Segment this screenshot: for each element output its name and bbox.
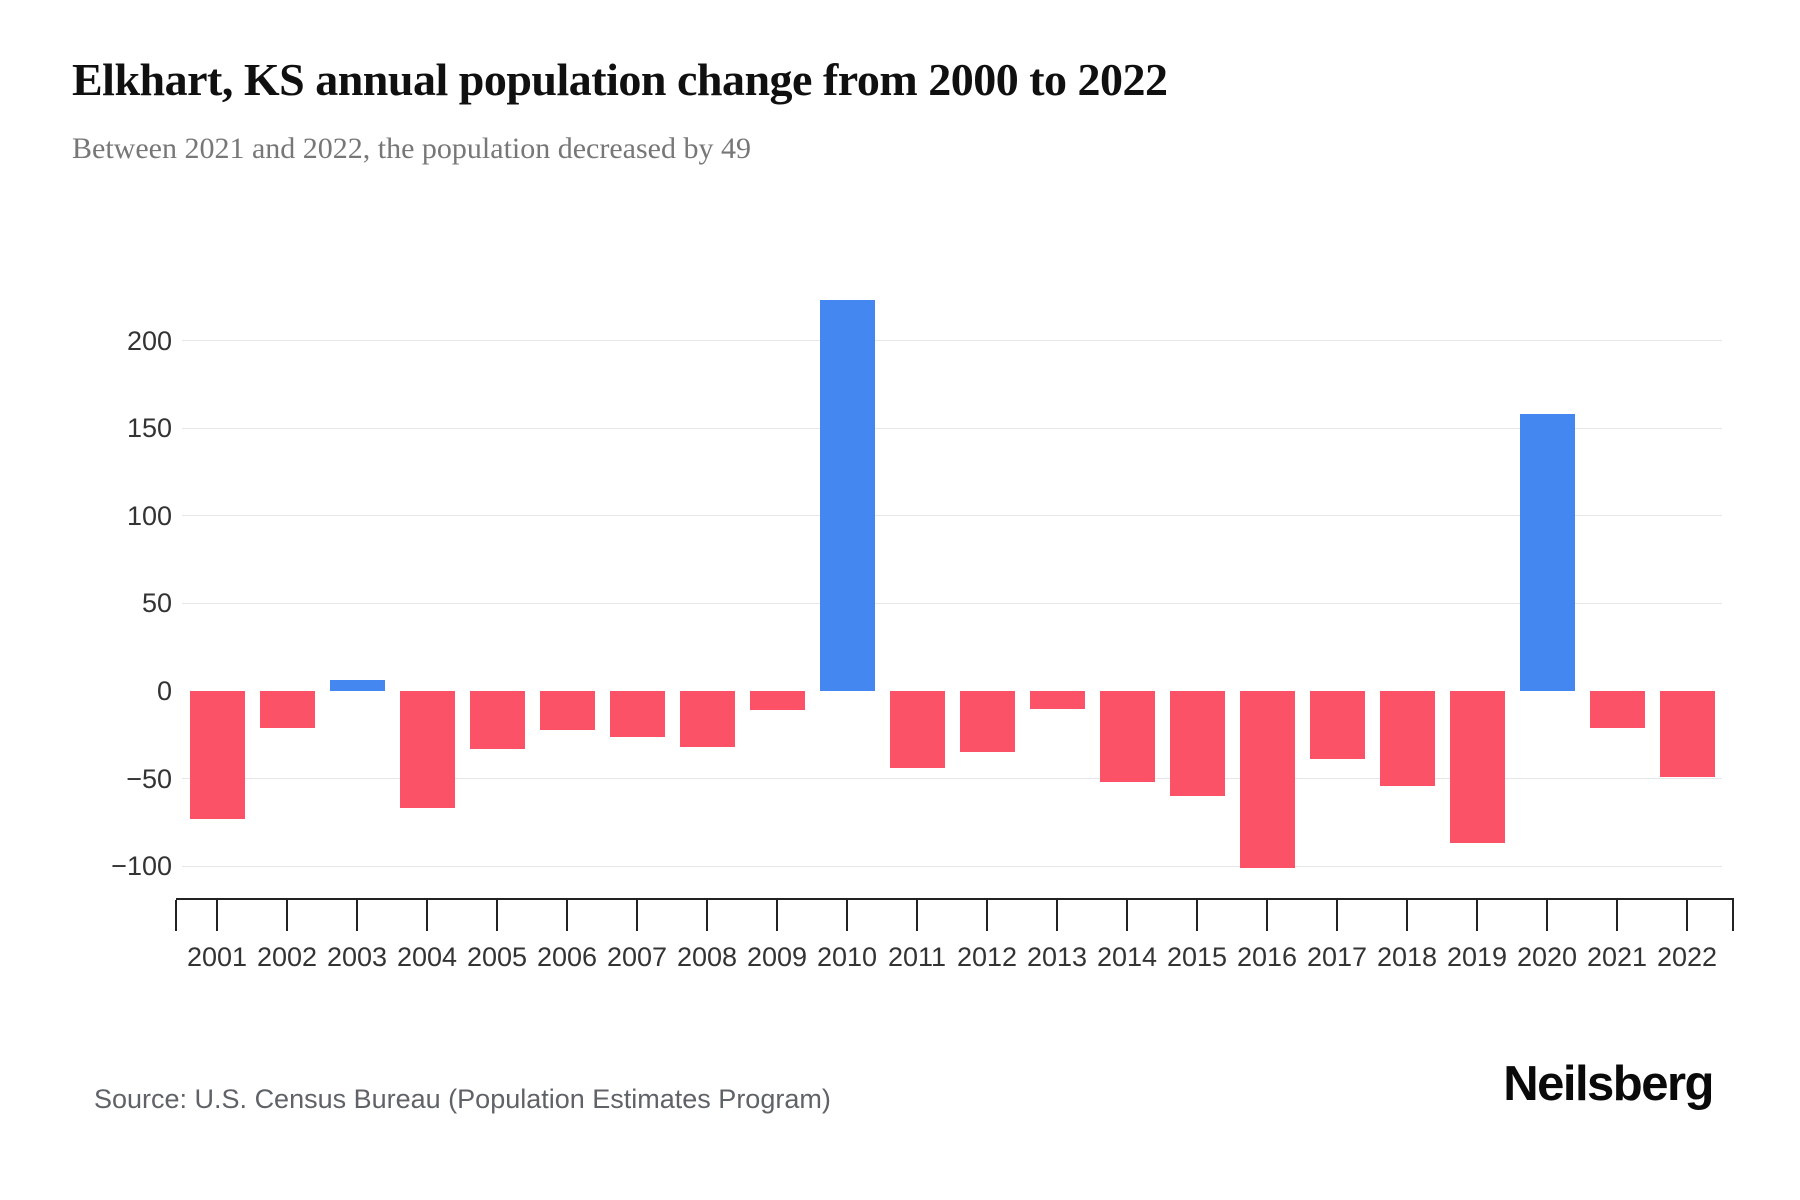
x-axis-tick-mark bbox=[426, 900, 428, 931]
bar-2012[interactable] bbox=[959, 691, 1015, 753]
y-axis-tick-label: 200 bbox=[126, 325, 172, 356]
x-axis-tick-label: 2011 bbox=[887, 942, 947, 972]
bar-2008[interactable] bbox=[679, 691, 735, 748]
y-axis-tick-label: 50 bbox=[141, 588, 172, 619]
y-axis-tick-label: −50 bbox=[126, 763, 172, 794]
bar-2010[interactable] bbox=[819, 300, 875, 691]
bar-2016[interactable] bbox=[1239, 691, 1295, 868]
bar-2022[interactable] bbox=[1659, 691, 1715, 777]
x-axis-tick-mark bbox=[776, 900, 778, 931]
x-axis-line bbox=[176, 898, 1734, 900]
x-axis-tick-mark bbox=[1546, 900, 1548, 931]
x-axis-tick-label: 2007 bbox=[606, 942, 668, 972]
bar-2021[interactable] bbox=[1589, 691, 1645, 728]
x-axis-tick-label: 2013 bbox=[1026, 942, 1088, 972]
x-axis-tick-mark bbox=[1126, 900, 1128, 931]
x-axis-tick-label: 2022 bbox=[1656, 942, 1718, 972]
y-axis-tick-label: 100 bbox=[126, 500, 172, 531]
y-axis-tick-label: −100 bbox=[111, 851, 172, 882]
bar-2013[interactable] bbox=[1029, 691, 1085, 709]
x-axis-tick-mark bbox=[916, 900, 918, 931]
bar-2005[interactable] bbox=[469, 691, 525, 749]
y-gridline bbox=[182, 427, 1722, 429]
bar-2018[interactable] bbox=[1379, 691, 1435, 786]
x-axis-tick-mark bbox=[846, 900, 848, 931]
x-axis-tick-label: 2008 bbox=[676, 942, 738, 972]
x-axis-tick-mark bbox=[1266, 900, 1268, 931]
x-axis-tick-mark bbox=[636, 900, 638, 931]
x-axis-tick-mark bbox=[1616, 900, 1618, 931]
x-axis-tick-label: 2015 bbox=[1166, 942, 1228, 972]
y-axis-tick-label: 0 bbox=[156, 676, 172, 706]
y-gridline bbox=[182, 865, 1722, 867]
x-axis-tick-label: 2016 bbox=[1236, 942, 1298, 972]
x-axis-tick-mark bbox=[356, 900, 358, 931]
source-note: Source: U.S. Census Bureau (Population E… bbox=[94, 1084, 831, 1114]
bar-2014[interactable] bbox=[1099, 691, 1155, 783]
bar-2001[interactable] bbox=[189, 691, 245, 819]
x-axis-tick-mark bbox=[1406, 900, 1408, 931]
x-axis-tick-label: 2014 bbox=[1096, 942, 1158, 972]
y-gridline bbox=[182, 602, 1722, 604]
bar-2019[interactable] bbox=[1449, 691, 1505, 844]
bar-2002[interactable] bbox=[259, 691, 315, 728]
x-axis-tick-label: 2018 bbox=[1376, 942, 1438, 972]
x-axis-tick-mark bbox=[986, 900, 988, 931]
x-axis-tick-mark bbox=[496, 900, 498, 931]
bar-2011[interactable] bbox=[889, 691, 945, 769]
x-axis-tick-label: 2020 bbox=[1516, 942, 1578, 972]
y-axis-tick-label: 150 bbox=[126, 413, 172, 444]
x-axis-tick-label: 2002 bbox=[256, 942, 318, 972]
x-axis-tick-mark bbox=[1732, 900, 1734, 931]
x-axis-tick-mark bbox=[1476, 900, 1478, 931]
x-axis-tick-label: 2010 bbox=[816, 942, 878, 972]
bar-2017[interactable] bbox=[1309, 691, 1365, 760]
x-axis-tick-mark bbox=[1196, 900, 1198, 931]
x-axis-tick-label: 2005 bbox=[466, 942, 528, 972]
bar-2007[interactable] bbox=[609, 691, 665, 737]
x-axis-tick-label: 2017 bbox=[1306, 942, 1368, 972]
x-axis-tick-mark bbox=[286, 900, 288, 931]
x-axis-tick-label: 2004 bbox=[396, 942, 458, 972]
x-axis-tick-label: 2021 bbox=[1586, 942, 1648, 972]
x-axis-tick-mark bbox=[216, 900, 218, 931]
x-axis-tick-label: 2006 bbox=[536, 942, 598, 972]
x-axis-tick-label: 2001 bbox=[186, 942, 248, 972]
bar-2004[interactable] bbox=[399, 691, 455, 809]
x-axis-tick-mark bbox=[706, 900, 708, 931]
x-axis-tick-mark bbox=[566, 900, 568, 931]
x-axis-tick-label: 2019 bbox=[1446, 942, 1508, 972]
y-gridline bbox=[182, 340, 1722, 342]
chart-subtitle: Between 2021 and 2022, the population de… bbox=[72, 132, 751, 165]
bar-2006[interactable] bbox=[539, 691, 595, 730]
x-axis-tick-label: 2012 bbox=[956, 942, 1018, 972]
x-axis-tick-mark bbox=[175, 900, 177, 931]
y-gridline bbox=[182, 515, 1722, 517]
bar-2020[interactable] bbox=[1519, 414, 1575, 691]
bar-2003[interactable] bbox=[329, 680, 385, 691]
y-gridline bbox=[182, 778, 1722, 780]
x-axis-tick-mark bbox=[1336, 900, 1338, 931]
brand-logo: Neilsberg bbox=[1503, 1057, 1714, 1111]
chart-title: Elkhart, KS annual population change fro… bbox=[72, 54, 1168, 105]
bar-2015[interactable] bbox=[1169, 691, 1225, 797]
x-axis-tick-mark bbox=[1686, 900, 1688, 931]
bar-2009[interactable] bbox=[749, 691, 805, 711]
x-axis-tick-label: 2009 bbox=[746, 942, 808, 972]
x-axis-tick-mark bbox=[1056, 900, 1058, 931]
x-axis-tick-label: 2003 bbox=[326, 942, 388, 972]
